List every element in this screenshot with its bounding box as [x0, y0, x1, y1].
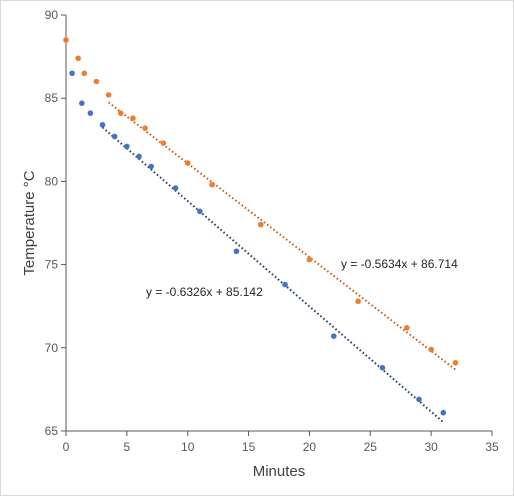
data-point-series-2: [440, 409, 447, 416]
data-point-series-1: [160, 140, 167, 146]
data-point-series-2: [87, 110, 94, 116]
data-point-series-2: [282, 281, 288, 288]
y-tick-label: 80: [45, 174, 59, 188]
data-point-series-1: [105, 92, 112, 98]
data-point-series-1: [117, 110, 124, 116]
data-point-series-1: [75, 55, 81, 62]
x-tick-label: 10: [181, 440, 195, 454]
data-point-series-1: [306, 256, 313, 263]
data-point-series-2: [99, 122, 106, 128]
y-tick-label: 65: [45, 424, 59, 438]
data-point-series-2: [197, 208, 203, 215]
data-point-series-2: [148, 163, 154, 170]
data-point-series-2: [124, 143, 130, 150]
data-points: [63, 37, 459, 416]
data-point-series-1: [355, 298, 361, 305]
y-tick-label: 90: [45, 8, 59, 22]
data-point-series-1: [428, 346, 434, 353]
data-point-series-2: [172, 185, 179, 191]
y-tick-label: 75: [45, 258, 59, 272]
data-point-series-1: [142, 125, 148, 131]
x-tick-label: 5: [124, 440, 131, 454]
data-point-series-2: [69, 70, 75, 77]
data-point-series-2: [330, 333, 337, 339]
y-tick-label: 85: [45, 91, 59, 105]
x-tick-label: 15: [242, 440, 256, 454]
data-point-series-2: [233, 248, 240, 255]
data-point-series-2: [379, 364, 386, 371]
data-point-series-1: [184, 160, 191, 166]
data-point-series-1: [130, 115, 136, 121]
data-point-series-1: [209, 181, 215, 188]
trendline-equation-orange: y = -0.5634x + 86.714: [341, 257, 458, 271]
data-point-series-2: [111, 133, 118, 140]
trendline-series-1: [107, 101, 457, 371]
data-point-series-1: [63, 37, 69, 43]
tick-labels: 65 70 75 80 85 90 0 5 10 15 20 25 30 35: [45, 8, 499, 454]
trendline-equation-blue: y = -0.6326x + 85.142: [146, 285, 263, 299]
axes: [61, 14, 493, 436]
data-point-series-1: [404, 325, 410, 331]
y-tick-label: 70: [45, 341, 59, 355]
x-tick-label: 20: [303, 440, 317, 454]
x-tick-label: 30: [424, 440, 438, 454]
data-point-series-2: [79, 100, 85, 106]
data-point-series-1: [93, 78, 100, 85]
x-axis-title: Minutes: [253, 463, 306, 480]
trendline-series-2: [101, 126, 444, 423]
x-tick-label: 35: [485, 440, 499, 454]
trendlines: [101, 101, 457, 423]
data-point-series-2: [416, 396, 422, 403]
data-point-series-1: [81, 70, 88, 77]
x-tick-label: 0: [63, 440, 70, 454]
y-axis-title: Temperature °C: [21, 170, 38, 275]
data-point-series-1: [257, 221, 264, 228]
data-point-series-1: [452, 359, 459, 366]
x-tick-label: 25: [364, 440, 378, 454]
data-point-series-2: [136, 153, 142, 160]
